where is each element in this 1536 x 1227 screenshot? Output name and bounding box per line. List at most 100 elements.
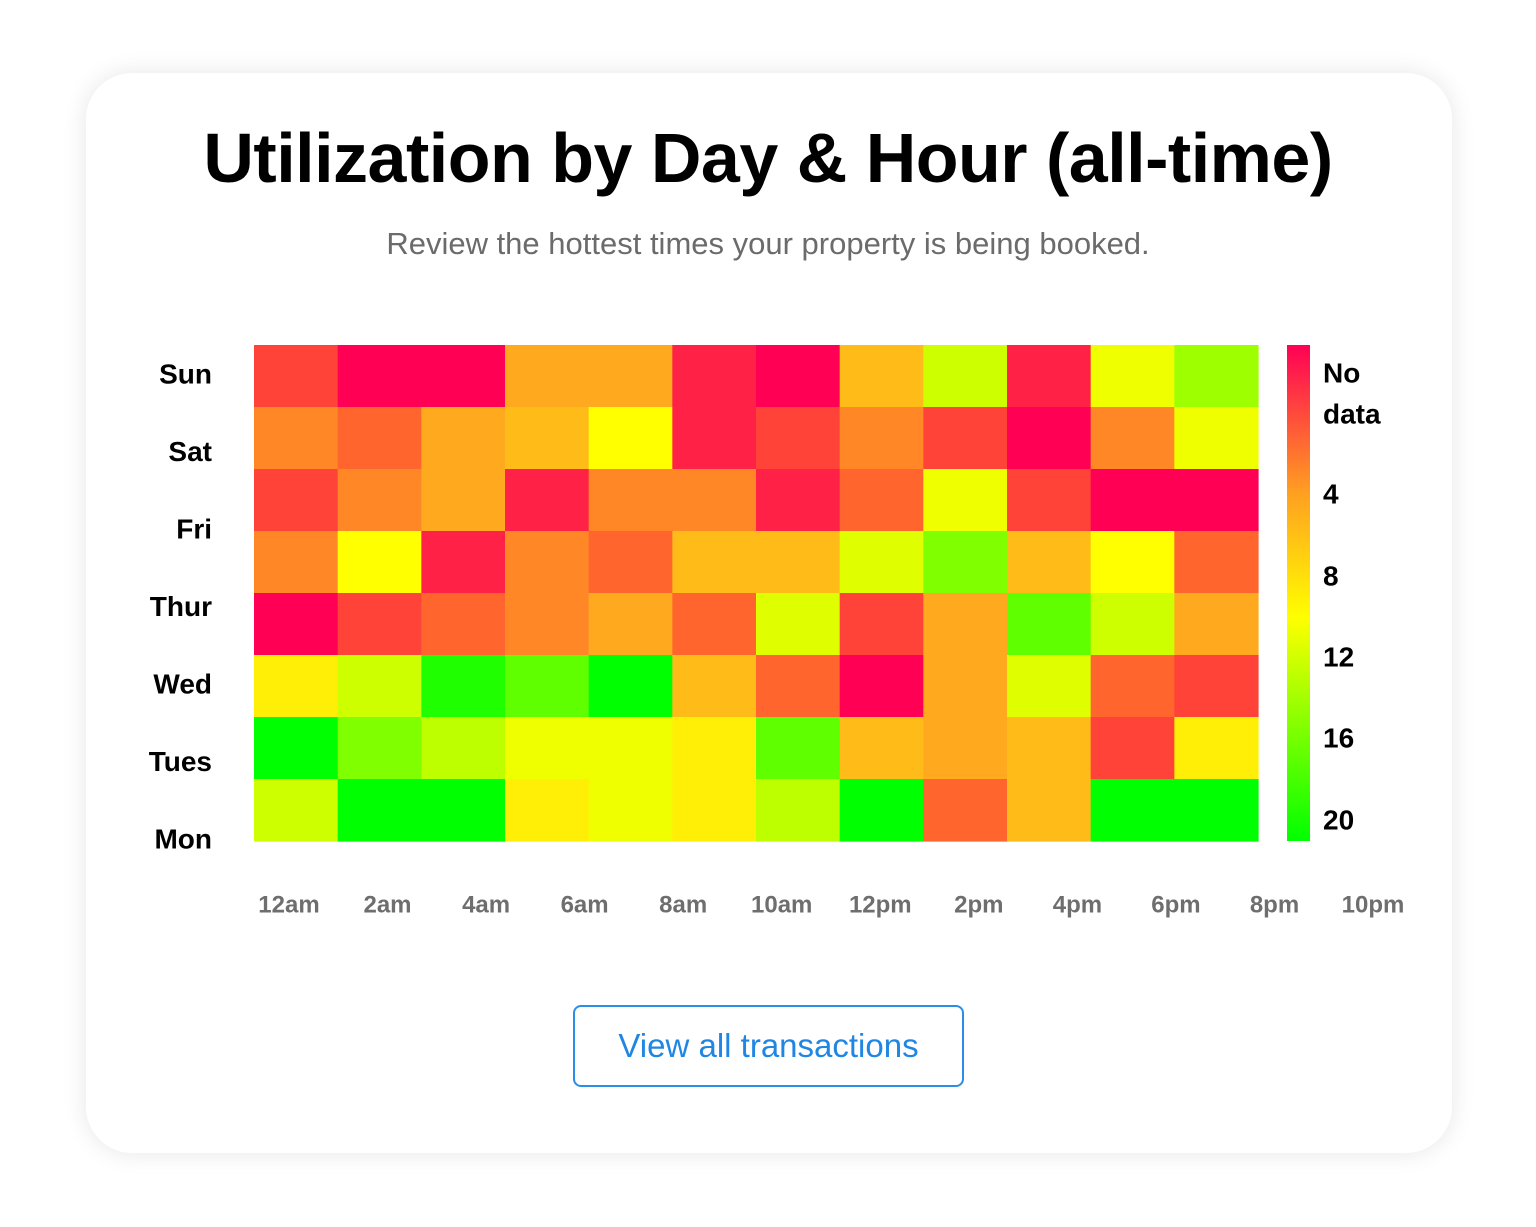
- heatmap-cell: [588, 655, 673, 718]
- heatmap-cell: [421, 407, 506, 470]
- x-tick-label: 12pm: [849, 891, 912, 918]
- colorbar-label: No: [1323, 357, 1360, 388]
- heatmap-cell: [337, 717, 422, 780]
- colorbar-labels: No data 4 8 12 16 20: [1323, 357, 1381, 835]
- x-tick-label: 4am: [462, 891, 510, 918]
- x-tick-label: 4pm: [1053, 891, 1102, 918]
- heatmap-cell: [505, 407, 590, 470]
- heatmap-cell: [254, 345, 339, 408]
- colorbar-label: 4: [1323, 478, 1339, 509]
- heatmap-cell: [254, 469, 339, 532]
- colorbar-label: 12: [1323, 641, 1354, 672]
- heatmap-cell: [756, 469, 841, 532]
- heatmap-cell: [337, 345, 422, 408]
- colorbar-label: data: [1323, 398, 1381, 429]
- page-title: Utilization by Day & Hour (all-time): [203, 119, 1333, 197]
- heatmap-cell: [588, 407, 673, 470]
- heatmap-cell: [254, 531, 339, 594]
- heatmap-cell: [1090, 593, 1175, 656]
- y-tick-label: Sun: [159, 358, 212, 389]
- heatmap-cell: [588, 593, 673, 656]
- x-tick-label: 8am: [659, 891, 707, 918]
- heatmap-cell: [1090, 407, 1175, 470]
- heatmap-cell: [756, 717, 841, 780]
- heatmap-cell: [421, 531, 506, 594]
- page-subtitle: Review the hottest times your property i…: [386, 226, 1150, 261]
- x-tick-label: 12am: [258, 891, 319, 918]
- heatmap-cell: [839, 593, 924, 656]
- colorbar-label: 8: [1323, 560, 1339, 591]
- heatmap-cell: [1090, 779, 1175, 842]
- heatmap-cell: [756, 779, 841, 842]
- heatmap-cell: [923, 407, 1008, 470]
- heatmap-cell: [672, 593, 757, 656]
- heatmap-cell: [672, 407, 757, 470]
- heatmap-cell: [588, 531, 673, 594]
- view-all-transactions-button[interactable]: View all transactions: [573, 1005, 964, 1087]
- heatmap-cell: [421, 655, 506, 718]
- heatmap-cell: [839, 655, 924, 718]
- heatmap-cell: [588, 717, 673, 780]
- heatmap-cell: [1090, 717, 1175, 780]
- heatmap-cell: [421, 779, 506, 842]
- heatmap-cell: [254, 779, 339, 842]
- heatmap-cell: [839, 531, 924, 594]
- x-tick-label: 6am: [561, 891, 609, 918]
- heatmap-cell: [839, 717, 924, 780]
- heatmap-cell: [421, 345, 506, 408]
- heatmap-cell: [1007, 469, 1092, 532]
- heatmap-cell: [1007, 531, 1092, 594]
- heatmap-cell: [756, 593, 841, 656]
- heatmap-cell: [672, 717, 757, 780]
- heatmap-cell: [672, 345, 757, 408]
- heatmap-cell: [421, 717, 506, 780]
- heatmap-cell: [839, 407, 924, 470]
- heatmap-cell: [505, 655, 590, 718]
- heatmap-cell: [505, 531, 590, 594]
- heatmap-cell: [756, 655, 841, 718]
- heatmap-cell: [923, 717, 1008, 780]
- heatmap-cell: [839, 345, 924, 408]
- heatmap-cell: [337, 531, 422, 594]
- heatmap-cell: [337, 407, 422, 470]
- heatmap-cell: [1174, 407, 1259, 470]
- heatmap-cell: [839, 469, 924, 532]
- heatmap-cell: [1090, 469, 1175, 532]
- heatmap-cell: [1007, 345, 1092, 408]
- heatmap-cell: [254, 407, 339, 470]
- heatmap-cell: [505, 717, 590, 780]
- x-tick-label: 8pm: [1250, 891, 1299, 918]
- utilization-heatmap: Sun Sat Fri Thur Wed Tues Mon 12am 2am 4am 6am 8am…: [149, 345, 1405, 918]
- heatmap-cell: [337, 779, 422, 842]
- heatmap-cell: [756, 531, 841, 594]
- heatmap-cell: [672, 469, 757, 532]
- heatmap-cell: [421, 593, 506, 656]
- colorbar: [1287, 345, 1310, 841]
- heatmap-cell: [1090, 345, 1175, 408]
- heatmap-cell: [672, 655, 757, 718]
- heatmap-cell: [254, 717, 339, 780]
- heatmap-cell: [1174, 717, 1259, 780]
- heatmap-cell: [337, 593, 422, 656]
- heatmap-cell: [923, 779, 1008, 842]
- heatmap-cell: [254, 655, 339, 718]
- heatmap-cell: [923, 345, 1008, 408]
- y-tick-label: Sat: [168, 436, 212, 467]
- heatmap-cell: [505, 593, 590, 656]
- heatmap-cell: [1174, 655, 1259, 718]
- heatmap-cell: [1174, 779, 1259, 842]
- heatmap-cell: [923, 593, 1008, 656]
- heatmap-cell: [1174, 469, 1259, 532]
- y-tick-label: Mon: [154, 823, 212, 854]
- heatmap-cell: [337, 469, 422, 532]
- x-tick-label: 2pm: [954, 891, 1003, 918]
- x-tick-label: 10am: [751, 891, 812, 918]
- heatmap-cell: [588, 345, 673, 408]
- colorbar-label: 16: [1323, 722, 1354, 753]
- heatmap-cell: [1007, 655, 1092, 718]
- heatmap-cell: [1007, 779, 1092, 842]
- x-tick-label: 10pm: [1342, 891, 1405, 918]
- heatmap-cell: [505, 469, 590, 532]
- heatmap-cell: [672, 531, 757, 594]
- heatmap-cell: [1174, 345, 1259, 408]
